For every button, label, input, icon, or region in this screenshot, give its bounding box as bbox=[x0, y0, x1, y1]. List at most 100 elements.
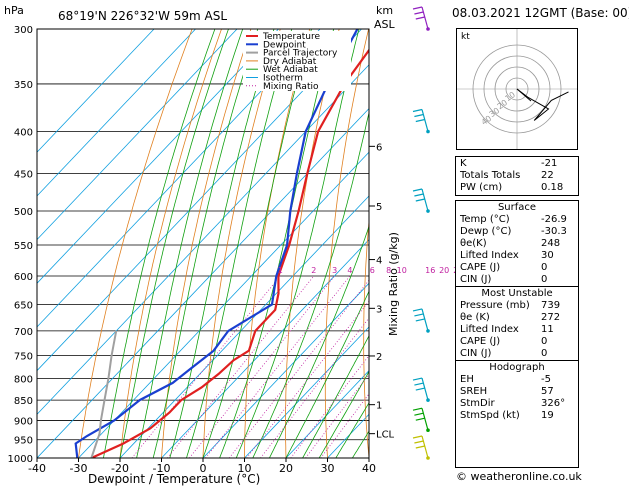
x-tick-label: -30 bbox=[70, 462, 88, 475]
legend-entry: Isotherm bbox=[263, 74, 303, 84]
label: StmDir bbox=[460, 398, 495, 409]
wind-barb-flag bbox=[414, 113, 424, 118]
label: θe(K) bbox=[460, 238, 487, 249]
label: CAPE (J) bbox=[460, 262, 501, 273]
wind-barb-staff bbox=[421, 308, 429, 332]
isotherm-line bbox=[37, 29, 155, 153]
wet-adiabat-line bbox=[152, 29, 259, 458]
x-tick-label: 20 bbox=[279, 462, 293, 475]
wind-barb-flag bbox=[412, 308, 423, 312]
pressure-tick-label: 500 bbox=[14, 207, 33, 218]
hodograph-units-label: kt bbox=[461, 32, 470, 42]
x-tick-label: 30 bbox=[321, 462, 335, 475]
isotherm-line bbox=[37, 107, 369, 458]
mixing-ratio-axis-label: Mixing Ratio (g/kg) bbox=[387, 232, 400, 336]
wind-barb-flag bbox=[414, 382, 424, 386]
wind-barb-flag bbox=[414, 440, 424, 444]
wind-barb-flag bbox=[415, 16, 425, 20]
pressure-tick-label: 900 bbox=[14, 416, 33, 427]
dry-adiabat-line bbox=[324, 29, 369, 458]
value: 0 bbox=[541, 348, 548, 359]
stmdir-row: StmDir 326° bbox=[456, 398, 578, 410]
wind-barb-staff bbox=[421, 109, 429, 132]
isotherm-line bbox=[37, 29, 196, 197]
value: -5 bbox=[541, 374, 551, 385]
totals-totals-row: Totals Totals 22 bbox=[456, 170, 578, 182]
label: Lifted Index bbox=[460, 324, 519, 335]
isotherm-line bbox=[78, 151, 369, 458]
km-tick-label: 6 bbox=[376, 142, 382, 153]
units-asl: ASL bbox=[374, 18, 396, 31]
storm-motion-vector bbox=[516, 88, 532, 102]
isotherm-line bbox=[37, 29, 279, 284]
value: 0 bbox=[541, 274, 548, 285]
isotherm-line bbox=[285, 370, 369, 458]
value: 326° bbox=[541, 398, 566, 409]
value: -26.9 bbox=[541, 214, 567, 225]
wet-adiabat-line bbox=[335, 402, 369, 458]
pressure-tick-label: 550 bbox=[14, 241, 33, 252]
wind-barb-flag bbox=[412, 377, 423, 381]
km-tick-label: 3 bbox=[376, 304, 382, 315]
legend-bg bbox=[243, 31, 351, 91]
label: Totals Totals bbox=[460, 170, 521, 181]
mixing-ratio-label: 16 bbox=[425, 266, 435, 275]
dry-adiabat-line bbox=[437, 29, 457, 458]
background-lines bbox=[37, 29, 457, 458]
wet-adiabat-line bbox=[103, 29, 216, 458]
dry-adiabat-line bbox=[119, 29, 222, 458]
wind-barb-flag bbox=[412, 407, 423, 411]
mixing-ratio-label: 6 bbox=[370, 266, 375, 275]
isotherm-line bbox=[202, 282, 369, 458]
mixing-ratio-label: 10 bbox=[397, 266, 407, 275]
label: PW (cm) bbox=[460, 182, 503, 193]
mixing-ratio-label: 2 bbox=[311, 266, 316, 275]
pressure-tick-label: 600 bbox=[14, 272, 33, 283]
wind-barb-staff bbox=[421, 377, 429, 401]
most-unstable-header: Most Unstable bbox=[456, 286, 578, 300]
wind-barb-flag bbox=[414, 11, 424, 15]
pressure-tick-label: 700 bbox=[14, 327, 33, 338]
value: -30.3 bbox=[541, 226, 567, 237]
value: 739 bbox=[541, 300, 561, 311]
wet-adiabat-line bbox=[119, 29, 229, 458]
wind-barb-flag bbox=[414, 313, 424, 317]
mixing-ratio-line bbox=[320, 393, 369, 458]
wet-adiabat-line bbox=[285, 290, 369, 458]
label: Dewp (°C) bbox=[460, 226, 512, 237]
label: SREH bbox=[460, 386, 488, 397]
wind-barb-flag bbox=[412, 188, 423, 192]
surface-header: Surface bbox=[497, 202, 537, 213]
isotherm-line bbox=[37, 29, 321, 328]
legend-entry: Parcel Trajectory bbox=[263, 49, 338, 59]
x-tick-label: 10 bbox=[238, 462, 252, 475]
mixing-ratio-line bbox=[131, 275, 281, 458]
dry-adiabat-line bbox=[244, 29, 311, 458]
mu-cape-row: CAPE (J) 0 bbox=[456, 336, 578, 348]
wind-barb-flag bbox=[412, 435, 423, 439]
surface-temp-row: Temp (°C) -26.9 bbox=[456, 214, 578, 226]
datetime-title: 08.03.2021 12GMT (Base: 00) bbox=[452, 6, 629, 20]
dry-adiabat-line bbox=[401, 29, 428, 458]
stmspd-row: StmSpd (kt) 19 bbox=[456, 410, 578, 422]
mu-theta-e-row: θe (K) 272 bbox=[456, 312, 578, 324]
mu-pressure-row: Pressure (mb) 739 bbox=[456, 300, 578, 312]
profiles bbox=[74, 29, 369, 458]
copyright-footer: © weatheronline.co.uk bbox=[456, 470, 582, 483]
isotherm-line bbox=[37, 29, 238, 241]
pressure-tick-label: 800 bbox=[14, 374, 33, 385]
k-index-row: K -21 bbox=[456, 158, 578, 170]
label: EH bbox=[460, 374, 474, 385]
mu-lifted-index-row: Lifted Index 11 bbox=[456, 324, 578, 336]
sreh-row: SREH 57 bbox=[456, 386, 578, 398]
mixing-ratio-label: 4 bbox=[347, 266, 352, 275]
wind-barb-flag bbox=[414, 193, 424, 197]
indices-panel: K -21 Totals Totals 22 PW (cm) 0.18 bbox=[455, 156, 579, 196]
mixing-ratio-line bbox=[290, 354, 369, 458]
wind-barb-base bbox=[426, 329, 430, 333]
mixing-ratio-line bbox=[305, 373, 369, 458]
label: Temp (°C) bbox=[460, 214, 510, 225]
isotherm-line bbox=[161, 238, 369, 458]
wet-adiabat-line bbox=[202, 29, 312, 458]
